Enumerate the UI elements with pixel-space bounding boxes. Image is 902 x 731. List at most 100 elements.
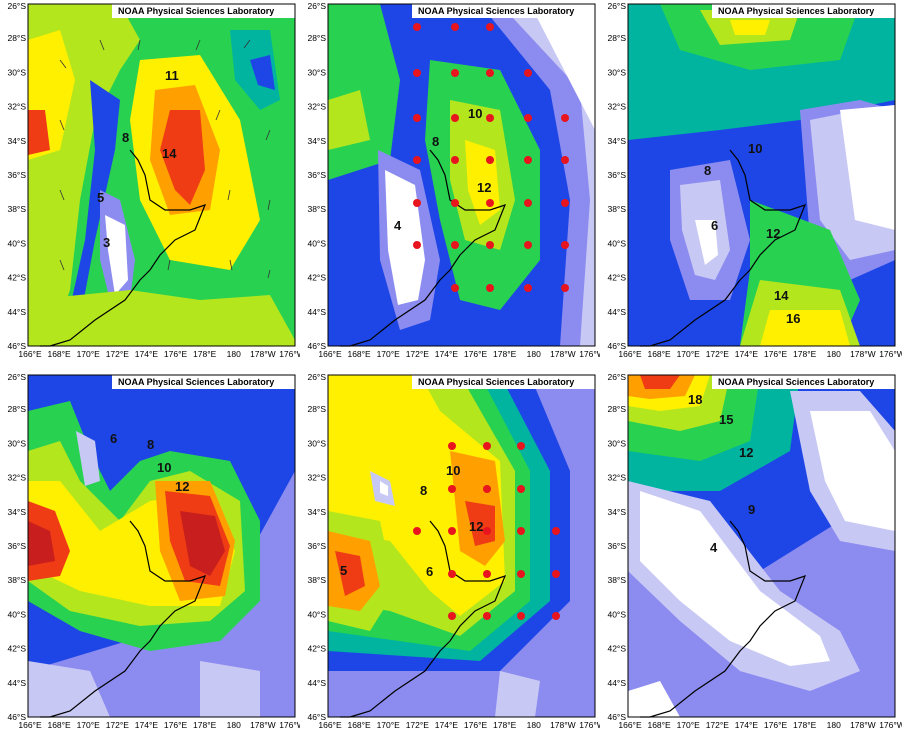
- x-tick-label: 174°E: [135, 720, 159, 730]
- x-tick-label: 180: [527, 720, 541, 730]
- x-tick-label: 178°W: [850, 349, 876, 359]
- x-tick-label: 170°E: [677, 349, 701, 359]
- map-panel-c: NOAA Physical Sciences Laboratory 10 8 6…: [600, 0, 902, 360]
- map-panel-a: NOAA Physical Sciences Laboratory 11 14 …: [0, 0, 300, 360]
- contour-label: 14: [162, 146, 177, 161]
- panel-e-svg: NOAA Physical Sciences Laboratory 10 8 1…: [307, 372, 600, 730]
- y-tick-label: 26°S: [7, 1, 26, 11]
- y-tick-label: 46°S: [607, 712, 626, 722]
- panel-a-svg: NOAA Physical Sciences Laboratory 11 14 …: [7, 1, 300, 359]
- x-tick-label: 168°E: [647, 720, 671, 730]
- contour-label: 8: [420, 483, 427, 498]
- y-tick-label: 32°S: [607, 102, 626, 112]
- x-tick-label: 176°E: [464, 349, 488, 359]
- x-tick-label: 176°E: [764, 720, 788, 730]
- x-tick-label: 176°W: [279, 349, 300, 359]
- x-tick-label: 178°W: [250, 720, 276, 730]
- credit-text: NOAA Physical Sciences Laboratory: [718, 6, 874, 16]
- y-tick-label: 28°S: [7, 33, 26, 43]
- x-tick-label: 178°E: [493, 720, 517, 730]
- y-tick-label: 40°S: [307, 238, 326, 248]
- x-tick-label: 180: [827, 349, 841, 359]
- contour-label: 10: [446, 463, 460, 478]
- x-tick-label: 176°W: [579, 349, 600, 359]
- credit-text: NOAA Physical Sciences Laboratory: [118, 377, 274, 387]
- contour-label: 10: [157, 460, 171, 475]
- y-tick-label: 34°S: [7, 507, 26, 517]
- y-tick-label: 26°S: [307, 1, 326, 11]
- y-tick-label: 34°S: [307, 507, 326, 517]
- y-tick-label: 30°S: [307, 67, 326, 77]
- y-tick-label: 46°S: [7, 712, 26, 722]
- contour-label: 15: [719, 412, 733, 427]
- x-tick-label: 166°E: [618, 720, 642, 730]
- y-tick-label: 26°S: [7, 372, 26, 382]
- y-tick-label: 42°S: [7, 273, 26, 283]
- y-tick-label: 38°S: [307, 204, 326, 214]
- x-tick-label: 172°E: [406, 720, 430, 730]
- contour-label: 5: [340, 563, 347, 578]
- y-tick-label: 36°S: [607, 541, 626, 551]
- x-tick-label: 174°E: [435, 720, 459, 730]
- x-tick-label: 178°E: [493, 349, 517, 359]
- contour-label: 18: [688, 392, 702, 407]
- contour-label: 8: [147, 437, 154, 452]
- contour-label: 4: [394, 218, 402, 233]
- y-tick-label: 44°S: [607, 678, 626, 688]
- y-tick-label: 42°S: [607, 273, 626, 283]
- x-tick-label: 172°E: [106, 720, 130, 730]
- y-tick-label: 30°S: [7, 438, 26, 448]
- x-tick-label: 178°W: [550, 720, 576, 730]
- y-tick-label: 36°S: [7, 541, 26, 551]
- x-tick-label: 174°E: [135, 349, 159, 359]
- x-tick-label: 166°E: [18, 349, 42, 359]
- y-tick-label: 28°S: [307, 404, 326, 414]
- x-tick-label: 176°E: [164, 720, 188, 730]
- y-tick-label: 42°S: [307, 644, 326, 654]
- x-tick-label: 170°E: [77, 720, 101, 730]
- x-tick-label: 168°E: [647, 349, 671, 359]
- x-tick-label: 170°E: [377, 349, 401, 359]
- x-tick-label: 180: [527, 349, 541, 359]
- y-tick-label: 28°S: [607, 404, 626, 414]
- credit-text: NOAA Physical Sciences Laboratory: [118, 6, 274, 16]
- y-tick-label: 32°S: [307, 102, 326, 112]
- x-tick-label: 172°E: [406, 349, 430, 359]
- x-tick-label: 178°W: [550, 349, 576, 359]
- x-tick-label: 166°E: [318, 720, 342, 730]
- x-tick-label: 166°E: [18, 720, 42, 730]
- contour-label: 10: [468, 106, 482, 121]
- x-tick-label: 166°E: [618, 349, 642, 359]
- x-tick-label: 178°E: [793, 349, 817, 359]
- panel-f-svg: NOAA Physical Sciences Laboratory 18 15 …: [607, 372, 902, 730]
- x-tick-label: 166°E: [318, 349, 342, 359]
- y-tick-label: 34°S: [607, 507, 626, 517]
- y-tick-label: 40°S: [7, 609, 26, 619]
- panel-b-svg: NOAA Physical Sciences Laboratory 10 8 1…: [307, 1, 600, 359]
- x-tick-label: 172°E: [706, 349, 730, 359]
- x-tick-label: 178°E: [793, 720, 817, 730]
- contour-label: 4: [710, 540, 718, 555]
- x-tick-label: 176°E: [464, 720, 488, 730]
- panel-c-svg: NOAA Physical Sciences Laboratory 10 8 6…: [607, 1, 902, 359]
- x-tick-label: 172°E: [106, 349, 130, 359]
- y-tick-label: 30°S: [7, 67, 26, 77]
- contour-label: 11: [165, 68, 179, 83]
- x-tick-label: 180: [227, 349, 241, 359]
- contour-label: 12: [477, 180, 491, 195]
- y-tick-label: 46°S: [307, 712, 326, 722]
- y-tick-label: 46°S: [607, 341, 626, 351]
- y-tick-label: 40°S: [607, 238, 626, 248]
- y-tick-label: 34°S: [307, 136, 326, 146]
- credit-text: NOAA Physical Sciences Laboratory: [418, 6, 574, 16]
- x-tick-label: 170°E: [677, 720, 701, 730]
- map-panel-e: NOAA Physical Sciences Laboratory 10 8 1…: [300, 371, 600, 731]
- x-tick-label: 168°E: [347, 349, 371, 359]
- x-tick-label: 168°E: [47, 720, 71, 730]
- map-panel-f: NOAA Physical Sciences Laboratory 18 15 …: [600, 371, 902, 731]
- x-tick-label: 174°E: [735, 720, 759, 730]
- x-tick-label: 180: [227, 720, 241, 730]
- y-tick-label: 26°S: [607, 372, 626, 382]
- y-tick-label: 38°S: [7, 575, 26, 585]
